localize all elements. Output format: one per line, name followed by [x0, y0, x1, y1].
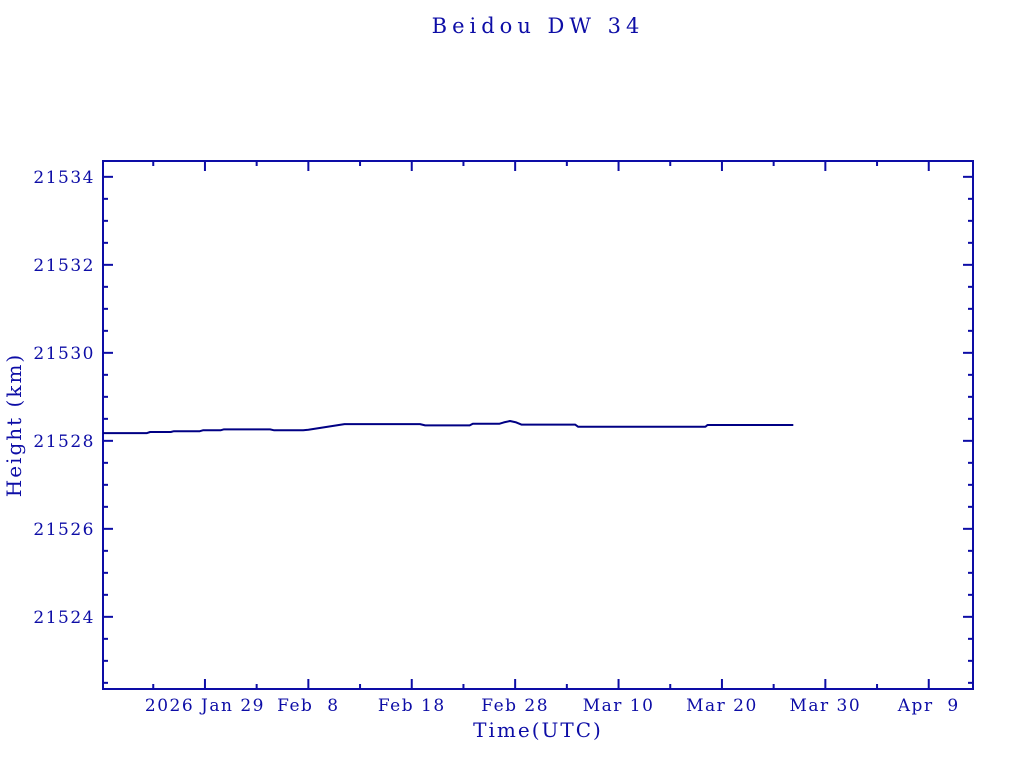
x-tick-label: Feb 8 — [277, 696, 339, 716]
y-tick-labels: 21524 21526 21528 21530 21532 21534 — [33, 168, 95, 628]
y-tick-label: 21528 — [33, 432, 95, 452]
x-tick-label: 2026 Jan 29 — [145, 696, 265, 716]
x-tick-label: Feb 18 — [378, 696, 446, 716]
y-axis-ticks — [103, 175, 973, 684]
data-line-height — [103, 420, 794, 435]
y-tick-label: 21532 — [33, 256, 95, 276]
y-tick-label: 21530 — [33, 344, 95, 364]
y-tick-label: 21526 — [33, 520, 95, 540]
plot-frame — [102, 160, 974, 690]
x-tick-label: Apr 9 — [897, 696, 960, 716]
x-axis-label: Time(UTC) — [473, 718, 603, 742]
chart-title: Beidou DW 34 — [431, 14, 645, 38]
x-axis-ticks — [152, 161, 930, 689]
x-tick-label: Mar 30 — [789, 696, 861, 716]
y-tick-label: 21524 — [33, 608, 95, 628]
x-tick-label: Feb 28 — [481, 696, 549, 716]
y-tick-label: 21534 — [33, 168, 95, 188]
x-tick-labels: 2026 Jan 29 Feb 8 Feb 18 Feb 28 Mar 10 Mar 20… — [145, 696, 960, 716]
x-tick-label: Mar 10 — [583, 696, 655, 716]
x-tick-label: Mar 20 — [686, 696, 758, 716]
y-axis-label: Height (km) — [2, 352, 26, 498]
